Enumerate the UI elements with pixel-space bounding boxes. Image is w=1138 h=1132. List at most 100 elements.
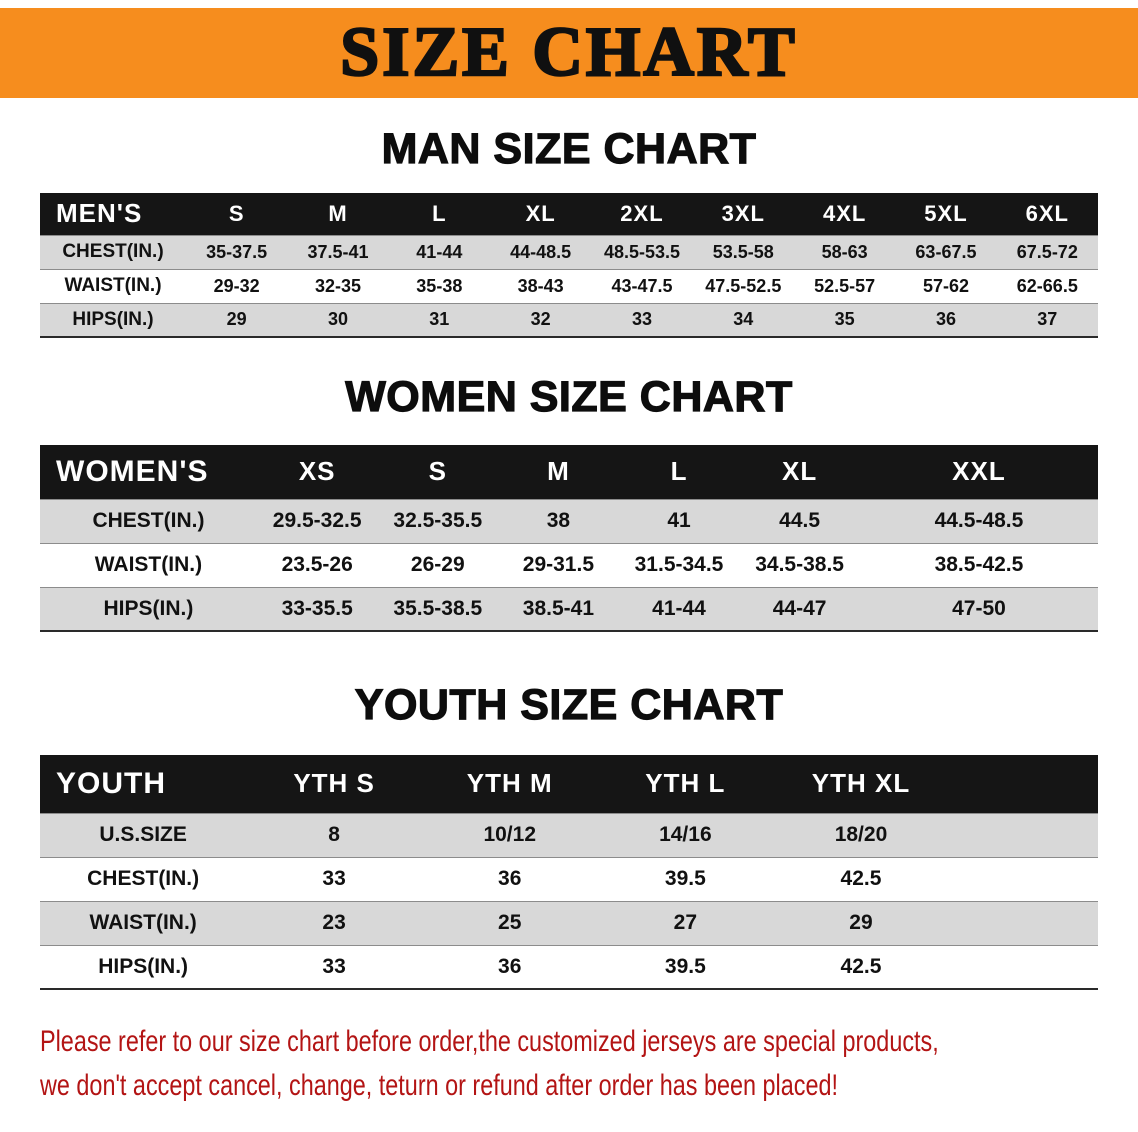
- size-value: 10/12: [421, 812, 598, 857]
- size-value: 53.5-58: [692, 234, 794, 269]
- size-value: 29.5-32.5: [256, 498, 378, 543]
- size-value: 14/16: [597, 812, 774, 857]
- table-header-row: WOMEN'S XS S M L XL XXL: [40, 445, 1098, 499]
- size-chart-banner: SIZE CHART: [0, 8, 1138, 98]
- row-label: CHEST(IN.): [40, 856, 247, 901]
- table-row: CHEST(IN.) 29.5-32.5 32.5-35.5 38 41 44.5 44.5…: [40, 498, 1098, 543]
- size-value: 42.5: [773, 856, 949, 901]
- size-value: 26-29: [377, 542, 499, 587]
- size-column-header: 2XL: [591, 193, 693, 235]
- size-value: 29: [773, 900, 949, 945]
- row-filler: [948, 812, 1098, 857]
- size-value: 33: [591, 302, 693, 337]
- size-column-header: YTH L: [597, 755, 774, 813]
- table-row: HIPS(IN.) 33-35.5 35.5-38.5 38.5-41 41-44 44-…: [40, 586, 1098, 631]
- size-value: 32: [489, 302, 592, 337]
- size-value: 33: [246, 944, 422, 989]
- table-row: U.S.SIZE 8 10/12 14/16 18/20: [40, 812, 1098, 857]
- size-column-header: L: [618, 445, 740, 499]
- size-column-header: XXL: [859, 445, 1098, 499]
- size-value: 47-50: [859, 586, 1098, 631]
- table-row: WAIST(IN.) 29-32 32-35 35-38 38-43 43-47.5 47.…: [40, 268, 1098, 303]
- size-value: 41-44: [388, 234, 490, 269]
- size-value: 36: [895, 302, 997, 337]
- size-value: 8: [246, 812, 422, 857]
- size-value: 37: [996, 302, 1098, 337]
- size-value: 63-67.5: [895, 234, 997, 269]
- table-row: CHEST(IN.) 35-37.5 37.5-41 41-44 44-48.5 48.5…: [40, 234, 1098, 269]
- size-value: 44.5-48.5: [859, 498, 1098, 543]
- size-value: 44-48.5: [489, 234, 592, 269]
- table-row: HIPS(IN.) 29 30 31 32 33 34 35 36 37: [40, 302, 1098, 337]
- size-value: 39.5: [597, 944, 774, 989]
- size-column-header: 3XL: [692, 193, 794, 235]
- size-value: 39.5: [597, 856, 774, 901]
- size-value: 35.5-38.5: [377, 586, 499, 631]
- size-value: 35-38: [388, 268, 490, 303]
- size-value: 33: [246, 856, 422, 901]
- size-column-header: L: [388, 193, 490, 235]
- size-value: 44-47: [739, 586, 860, 631]
- size-column-header: S: [377, 445, 499, 499]
- size-value: 35: [793, 302, 896, 337]
- row-label: HIPS(IN.): [40, 302, 186, 337]
- table-header-row: YOUTH YTH S YTH M YTH L YTH XL: [40, 755, 1098, 813]
- size-value: 67.5-72: [996, 234, 1098, 269]
- size-value: 42.5: [773, 944, 949, 989]
- disclaimer-line-1: Please refer to our size chart before or…: [40, 1025, 939, 1058]
- size-value: 27: [597, 900, 774, 945]
- table-row: WAIST(IN.) 23 25 27 29: [40, 900, 1098, 945]
- size-value: 29-32: [186, 268, 288, 303]
- men-size-section: MAN SIZE CHART MEN'S S M L XL 2XL 3XL 4XL 5XL 6XL…: [0, 125, 1138, 338]
- disclaimer: Please refer to our size chart before or…: [0, 1020, 1138, 1108]
- table-corner-label: WOMEN'S: [40, 445, 257, 499]
- size-value: 29-31.5: [498, 542, 619, 587]
- row-label: HIPS(IN.): [40, 586, 257, 631]
- size-column-header: S: [186, 193, 288, 235]
- row-filler: [948, 856, 1098, 901]
- size-value: 43-47.5: [591, 268, 693, 303]
- size-value: 18/20: [773, 812, 949, 857]
- size-value: 33-35.5: [256, 586, 378, 631]
- size-value: 41-44: [618, 586, 740, 631]
- size-value: 57-62: [895, 268, 997, 303]
- size-value: 31: [388, 302, 490, 337]
- size-value: 23.5-26: [256, 542, 378, 587]
- table-row: HIPS(IN.) 33 36 39.5 42.5: [40, 944, 1098, 989]
- size-value: 58-63: [793, 234, 896, 269]
- row-label: WAIST(IN.): [40, 900, 247, 945]
- size-column-header: 5XL: [895, 193, 997, 235]
- size-value: 36: [421, 856, 598, 901]
- size-value: 29: [186, 302, 288, 337]
- size-value: 38.5-41: [498, 586, 619, 631]
- size-column-header: 6XL: [996, 193, 1098, 235]
- women-size-table: WOMEN'S XS S M L XL XXL CHEST(IN.) 29.5-32.5 32.5…: [40, 445, 1098, 632]
- header-filler: [948, 755, 1098, 813]
- row-label: HIPS(IN.): [40, 944, 247, 989]
- size-value: 48.5-53.5: [591, 234, 693, 269]
- men-size-table: MEN'S S M L XL 2XL 3XL 4XL 5XL 6XL CHEST(IN.) 35-37…: [40, 193, 1098, 338]
- size-value: 62-66.5: [996, 268, 1098, 303]
- size-value: 34: [692, 302, 794, 337]
- size-column-header: YTH S: [246, 755, 422, 813]
- size-value: 47.5-52.5: [692, 268, 794, 303]
- size-column-header: XL: [489, 193, 592, 235]
- size-column-header: YTH XL: [773, 755, 949, 813]
- row-label: CHEST(IN.): [40, 498, 257, 543]
- table-corner-label: MEN'S: [40, 193, 186, 235]
- disclaimer-line-2: we don't accept cancel, change, teturn o…: [40, 1069, 838, 1102]
- size-column-header: XL: [739, 445, 860, 499]
- size-value: 32.5-35.5: [377, 498, 499, 543]
- size-column-header: M: [287, 193, 389, 235]
- youth-section-title: YOUTH SIZE CHART: [354, 681, 784, 729]
- size-value: 36: [421, 944, 598, 989]
- women-section-title: WOMEN SIZE CHART: [345, 373, 793, 421]
- banner-title: SIZE CHART: [339, 14, 798, 91]
- size-value: 38.5-42.5: [859, 542, 1098, 587]
- size-column-header: 4XL: [793, 193, 896, 235]
- row-label: WAIST(IN.): [40, 542, 257, 587]
- size-value: 25: [421, 900, 598, 945]
- size-value: 30: [287, 302, 389, 337]
- row-filler: [948, 900, 1098, 945]
